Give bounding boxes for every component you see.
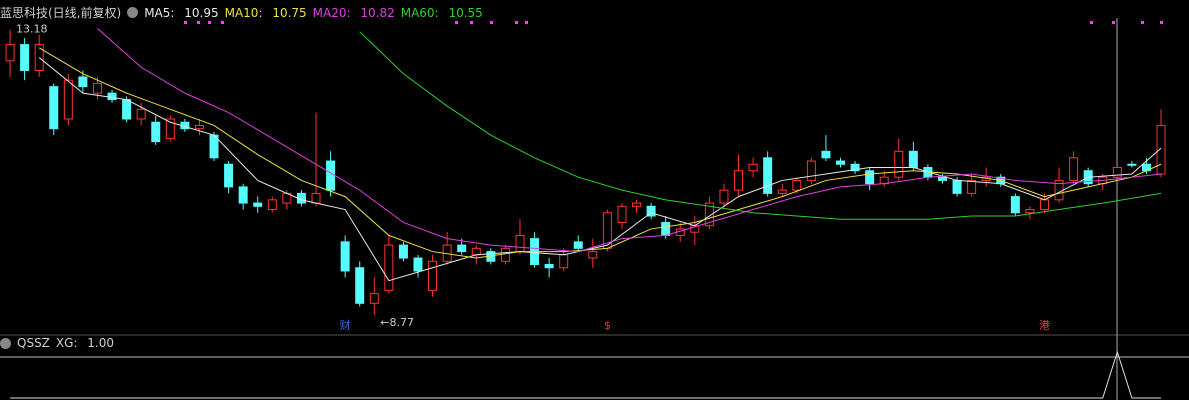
moving-average-line — [38, 47, 1162, 259]
candle-body — [1069, 157, 1079, 181]
candle-body — [952, 179, 962, 194]
candle-body — [107, 92, 117, 101]
indicator-title: QSSZ — [17, 336, 50, 350]
event-marker: 港 — [1039, 319, 1050, 332]
candle-body — [632, 202, 642, 207]
candle-body — [617, 205, 627, 223]
candle-body — [661, 221, 671, 236]
candle-body — [413, 257, 423, 272]
legend-value: 10.55 — [448, 5, 483, 20]
candle-body — [879, 176, 889, 185]
stock-title: 蓝思科技(日线,前复权) — [0, 6, 122, 20]
candle-body — [194, 124, 204, 130]
candle-body — [224, 163, 234, 188]
candle-body — [457, 244, 467, 253]
moving-average-line — [38, 57, 1162, 282]
indicator-header: QSSZ XG 1.00 — [0, 336, 114, 350]
candle-body — [894, 150, 904, 178]
main-header: 蓝思科技(日线,前复权) MA5 10.95 MA10 10.75 MA20 10.82 M… — [0, 4, 483, 21]
candle-body — [369, 293, 379, 304]
candle-body — [1112, 167, 1122, 178]
legend-name: MA5 — [144, 6, 178, 20]
candle-body — [428, 260, 438, 291]
candle-body — [20, 44, 30, 71]
candle-body — [384, 244, 394, 291]
candle-body — [136, 108, 146, 120]
candle-body — [1010, 196, 1020, 214]
candle-body — [792, 179, 802, 191]
candle-body — [49, 86, 59, 130]
candle-body — [1156, 124, 1166, 175]
legend-value: 10.82 — [360, 5, 395, 20]
candle-body — [398, 244, 408, 259]
candle-body — [865, 170, 875, 185]
candle-body — [92, 82, 102, 94]
legend-name: MA20 — [313, 6, 355, 20]
candle-body — [1127, 163, 1137, 166]
candle-body — [355, 267, 365, 304]
candle-body — [326, 160, 336, 191]
candle-body — [836, 160, 846, 165]
candle-body — [734, 170, 744, 191]
price-annotation: 13.18 — [16, 23, 47, 36]
legend-name: XG — [56, 336, 81, 350]
candle-body — [500, 247, 510, 262]
price-annotation: ←8.77 — [380, 316, 414, 329]
candle-body — [748, 163, 758, 172]
legend-value: 10.75 — [272, 5, 307, 20]
indicator-line — [10, 350, 1162, 399]
settings-icon[interactable] — [127, 7, 139, 18]
candle-body — [311, 192, 321, 204]
candle-body — [63, 79, 73, 120]
candle-body — [544, 264, 554, 269]
candle-body — [850, 163, 860, 172]
candle-body — [719, 189, 729, 204]
candle-body — [267, 199, 277, 211]
candle-body — [908, 150, 918, 168]
candle-body — [646, 205, 656, 217]
candle-body — [122, 99, 132, 120]
candle-body — [704, 202, 714, 227]
legend-value: 1.00 — [87, 336, 115, 350]
candle-body — [763, 157, 773, 194]
candle-body — [821, 150, 831, 159]
candle-body — [151, 121, 161, 143]
signal-dots — [184, 21, 1163, 24]
candle-body — [588, 251, 598, 259]
candle-body — [573, 241, 583, 249]
candle-body — [253, 202, 263, 207]
legend-value: 10.95 — [184, 5, 219, 20]
candle-body — [340, 241, 350, 272]
candle-body — [471, 247, 481, 256]
event-marker: 财 — [340, 318, 351, 332]
legend-name: MA10 — [225, 6, 267, 20]
candle-body — [165, 118, 175, 139]
candle-body — [1025, 209, 1035, 214]
candle-body — [806, 160, 816, 181]
candle-body — [967, 179, 977, 194]
candle-body — [5, 44, 15, 62]
candle-body — [78, 76, 88, 88]
candle-body — [515, 234, 525, 253]
candle-body — [777, 189, 787, 194]
legend-name: MA60 — [401, 6, 443, 20]
candle-body — [937, 176, 947, 181]
moving-average-line — [359, 31, 1162, 220]
candle-body — [1039, 199, 1049, 211]
candle-body — [559, 254, 569, 269]
settings-icon[interactable] — [0, 337, 11, 349]
moving-average-line — [97, 28, 1162, 253]
event-marker: $ — [604, 319, 611, 332]
candle-body — [238, 186, 248, 204]
